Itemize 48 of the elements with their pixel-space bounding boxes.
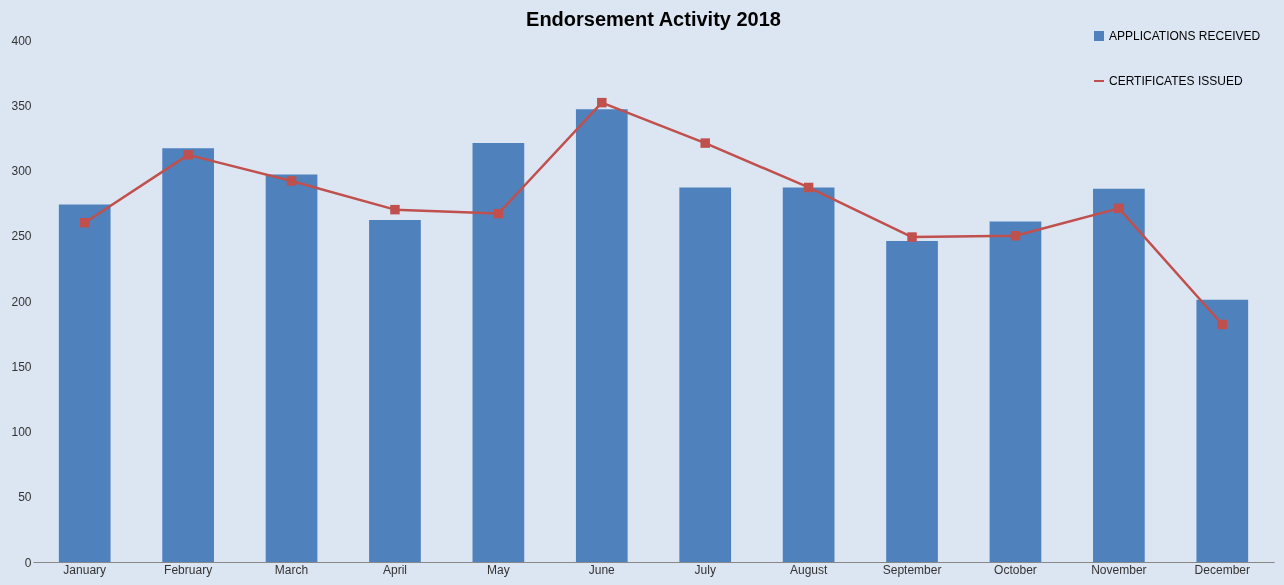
y-tick-label: 400: [11, 33, 32, 48]
x-tick-label: August: [789, 562, 828, 577]
x-tick-label: October: [994, 562, 1037, 577]
x-tick-label: March: [274, 562, 309, 577]
bar: [1196, 299, 1249, 562]
point: [390, 204, 400, 215]
x-tick-label: January: [63, 562, 107, 577]
legend-label: APPLICATIONS RECEIVED: [1109, 29, 1261, 43]
y-tick-label: 150: [11, 359, 32, 374]
point: [1114, 203, 1124, 214]
point: [597, 97, 607, 108]
point: [183, 150, 193, 160]
point: [493, 208, 504, 219]
x-tick-label: September: [882, 562, 942, 577]
bar: [1093, 188, 1145, 562]
y-tick-label: 200: [11, 294, 32, 309]
bar: [265, 174, 318, 562]
x-tick-label: February: [164, 562, 213, 577]
bar: [989, 221, 1042, 562]
point: [79, 217, 90, 228]
point: [1010, 231, 1021, 241]
y-tick-label: 250: [11, 229, 32, 244]
y-tick-label: 350: [11, 98, 32, 113]
bar: [886, 240, 938, 562]
bar: [575, 109, 628, 562]
x-tick-label: June: [588, 562, 616, 577]
y-tick-label: 100: [11, 425, 32, 439]
bar: [679, 187, 732, 562]
bar: [58, 204, 111, 562]
x-tick-label: July: [694, 562, 716, 577]
point: [700, 138, 710, 148]
point: [907, 232, 917, 242]
legend-label: CERTIFICATES ISSUED: [1109, 74, 1243, 88]
chart-title: Endorsement Activity 2018: [526, 8, 781, 30]
x-tick-label: April: [382, 562, 407, 577]
y-tick-label: 50: [18, 490, 32, 505]
point: [803, 182, 814, 193]
bar: [782, 187, 835, 562]
bar: [472, 143, 525, 562]
point: [1217, 319, 1228, 330]
y-tick-label: 0: [24, 555, 32, 570]
y-tick-label: 300: [11, 164, 32, 178]
bar: [162, 148, 214, 562]
bar: [369, 220, 421, 562]
x-tick-label: December: [1194, 562, 1250, 577]
point: [286, 176, 297, 186]
x-tick-label: May: [487, 562, 510, 577]
x-tick-label: November: [1091, 562, 1147, 577]
